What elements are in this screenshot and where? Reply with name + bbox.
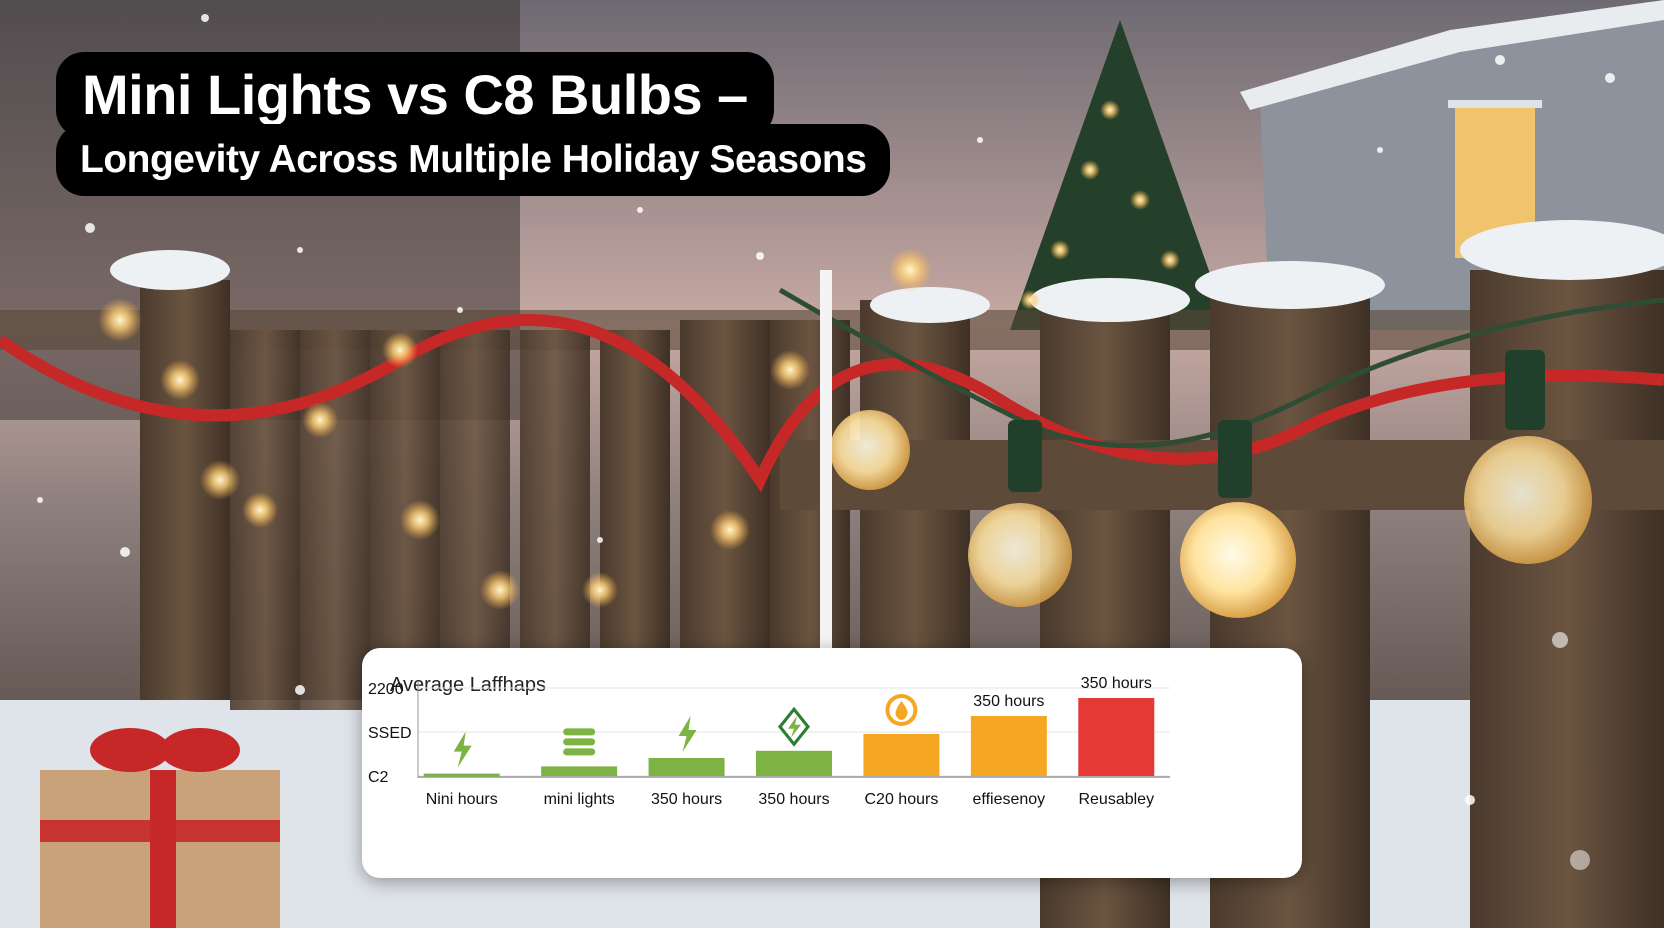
bar-7 [1078, 698, 1155, 776]
bar-2 [541, 766, 618, 776]
category-label: 350 hours [758, 791, 829, 808]
chart-panel: Average Laffhaps 2200 SSED C2 Nini hours mi… [362, 648, 1302, 878]
bar-5 [863, 734, 940, 776]
bar-1 [423, 773, 500, 777]
bar-6 [970, 716, 1047, 776]
category-label: Reusabley [1078, 791, 1154, 808]
title-line-2: Longevity Across Multiple Holiday Season… [56, 124, 891, 196]
y-tick-label: SSED [368, 725, 412, 742]
lightning-icon [453, 731, 472, 768]
category-label: 350 hours [651, 791, 722, 808]
category-label: Nini hours [426, 791, 498, 808]
y-tick-label: 2200 [368, 681, 404, 698]
y-tick-label: C2 [368, 769, 389, 786]
bar-chart: 2200 SSED C2 Nini hours mini lights 350 hour… [368, 675, 1170, 808]
category-label: C20 hours [865, 791, 939, 808]
bar-4 [756, 750, 832, 776]
lightning-icon [678, 716, 697, 752]
category-label: effiesenoy [973, 791, 1046, 808]
title-line-1: Mini Lights vs C8 Bulbs – [56, 52, 774, 138]
category-label: mini lights [544, 791, 615, 808]
bar-3 [648, 758, 725, 776]
stacked-bars-icon [563, 728, 596, 756]
data-label: 350 hours [1081, 675, 1152, 692]
flame-icon [885, 694, 918, 726]
chart-title: Average Laffhaps [390, 674, 547, 696]
data-label: 350 hours [973, 693, 1044, 710]
leaf-lightning-icon [778, 706, 810, 747]
